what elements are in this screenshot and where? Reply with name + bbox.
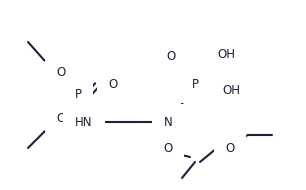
Text: P: P: [74, 89, 81, 101]
Text: O: O: [163, 142, 173, 154]
Text: P: P: [192, 78, 199, 92]
Text: O: O: [166, 50, 176, 63]
Text: O: O: [108, 78, 118, 92]
Text: OH: OH: [217, 48, 235, 62]
Text: O: O: [56, 66, 65, 78]
Text: O: O: [56, 112, 65, 124]
Text: OH: OH: [222, 83, 240, 97]
Text: HN: HN: [75, 116, 93, 128]
Text: N: N: [164, 116, 172, 128]
Text: O: O: [226, 142, 235, 154]
